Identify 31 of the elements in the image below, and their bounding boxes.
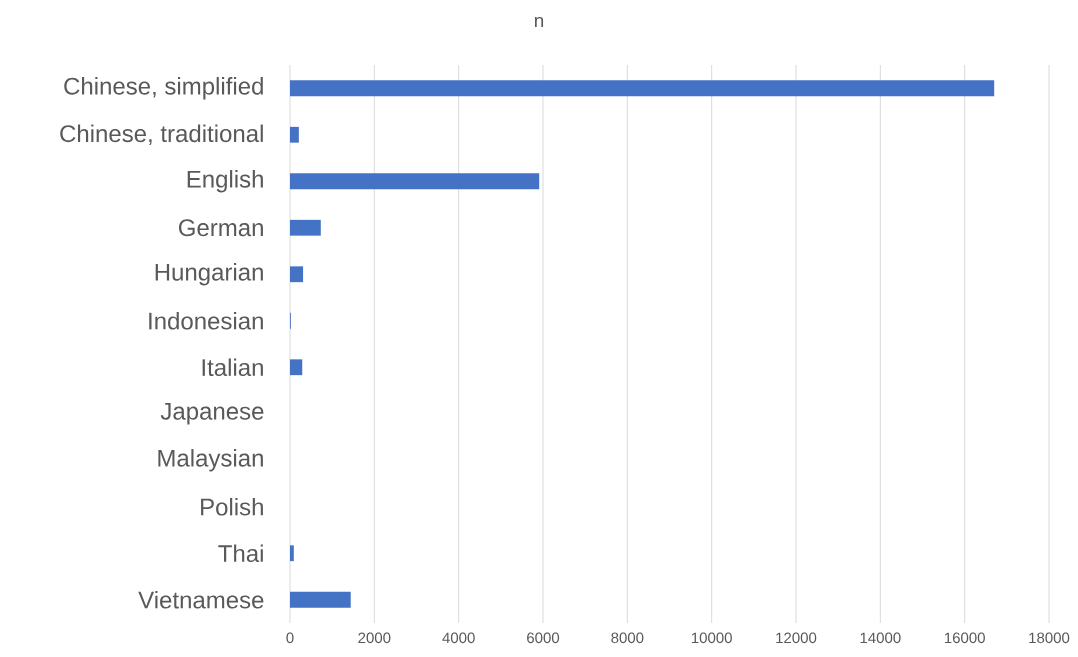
y-tick-label: Japanese bbox=[160, 403, 264, 425]
x-tick-label: 14000 bbox=[860, 632, 901, 644]
y-tick-label: English bbox=[187, 170, 263, 193]
y-tick-label: Malaysian bbox=[158, 449, 263, 472]
y-tick-label: Hungarian bbox=[155, 263, 263, 286]
y-tick-label: Vietnamese bbox=[138, 590, 264, 609]
x-tick-label: 4000 bbox=[442, 632, 475, 644]
bar bbox=[290, 545, 294, 562]
bar bbox=[290, 173, 540, 190]
y-tick-label: German bbox=[178, 219, 263, 237]
bar bbox=[290, 591, 351, 608]
x-tick-label: 2000 bbox=[358, 632, 391, 644]
y-tick-label: Italian bbox=[202, 358, 263, 377]
chart-title: n bbox=[534, 16, 544, 28]
x-tick-label: 16000 bbox=[944, 632, 985, 644]
y-tick-label: Chinese, traditional bbox=[60, 124, 263, 145]
y-tick-label: Indonesian bbox=[149, 311, 263, 330]
x-tick-label: 0 bbox=[286, 632, 294, 644]
y-tick-label: Chinese, simplified bbox=[64, 77, 263, 100]
bar bbox=[290, 219, 321, 236]
x-tick-label: 18000 bbox=[1029, 632, 1070, 644]
y-tick-label: Thai bbox=[218, 544, 263, 563]
bar bbox=[290, 359, 303, 376]
bar bbox=[290, 126, 299, 143]
x-tick-label: 10000 bbox=[691, 632, 732, 644]
x-tick-label: 8000 bbox=[611, 632, 644, 644]
y-tick-label: Polish bbox=[201, 497, 263, 516]
x-tick-label: 12000 bbox=[776, 632, 817, 644]
bar bbox=[290, 266, 304, 283]
bar bbox=[290, 80, 995, 97]
x-tick-label: 6000 bbox=[527, 632, 560, 644]
